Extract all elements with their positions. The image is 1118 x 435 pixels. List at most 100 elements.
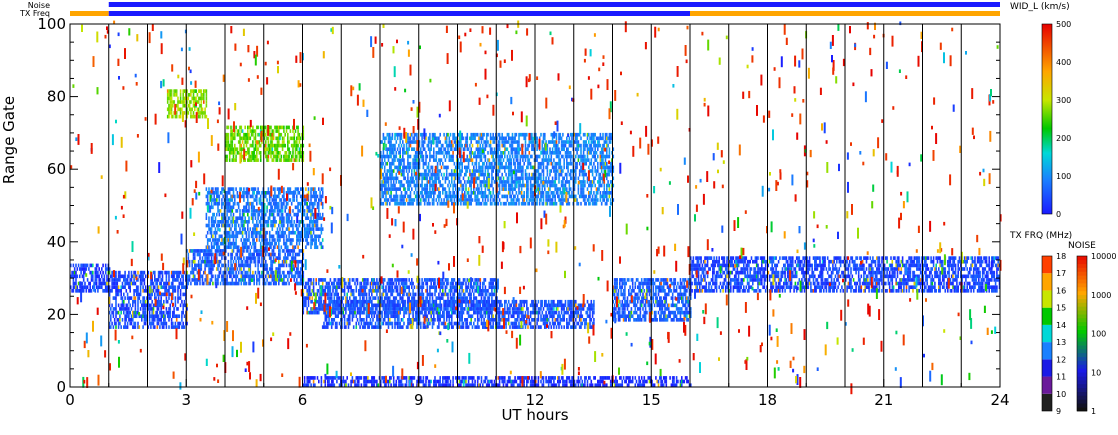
echo-cell bbox=[416, 310, 418, 315]
echo-cell bbox=[274, 194, 276, 199]
echo-cell bbox=[453, 278, 456, 282]
echo-cell bbox=[231, 223, 234, 228]
echo-cell bbox=[448, 151, 451, 155]
echo-cell bbox=[390, 292, 392, 297]
echo-cell bbox=[278, 194, 280, 199]
echo-cell bbox=[438, 296, 440, 300]
echo-cell bbox=[551, 321, 554, 326]
echo-cell bbox=[416, 151, 418, 155]
echo-cell bbox=[245, 249, 248, 253]
echo-cell bbox=[318, 209, 320, 213]
echo-cell bbox=[247, 201, 249, 206]
echo-cell bbox=[197, 267, 200, 271]
echo-cell bbox=[163, 285, 165, 290]
echo-cell bbox=[460, 281, 462, 286]
echo-cell bbox=[421, 303, 423, 308]
echo-cell bbox=[352, 299, 355, 304]
echo-cell bbox=[323, 321, 325, 326]
echo-cell bbox=[256, 220, 258, 224]
echo-cell bbox=[425, 176, 427, 181]
echo-cell bbox=[408, 169, 410, 173]
echo-cell bbox=[439, 201, 441, 206]
echo-cell bbox=[225, 205, 227, 210]
echo-cell bbox=[447, 132, 449, 137]
echo-cell bbox=[423, 183, 426, 188]
echo-cell bbox=[430, 172, 432, 177]
echo-cell bbox=[433, 281, 435, 286]
echo-cell bbox=[590, 299, 593, 304]
echo-cell bbox=[285, 259, 288, 264]
echo-cell bbox=[239, 227, 241, 231]
echo-cell bbox=[487, 310, 489, 315]
echo-cell bbox=[400, 161, 403, 166]
echo-cell bbox=[408, 180, 410, 184]
echo-cell bbox=[292, 230, 294, 235]
echo-cell bbox=[256, 223, 258, 228]
echo-cell bbox=[443, 325, 445, 329]
echo-cell bbox=[113, 278, 116, 282]
echo-cell bbox=[381, 299, 383, 304]
echo-cell bbox=[409, 299, 412, 304]
echo-cell bbox=[213, 230, 215, 235]
echo-cell bbox=[294, 274, 297, 279]
echo-cell bbox=[266, 278, 268, 282]
echo-cell bbox=[435, 310, 438, 315]
echo-cell bbox=[429, 296, 431, 300]
echo-cell bbox=[451, 285, 453, 290]
echo-cell bbox=[151, 292, 153, 297]
echo-cell bbox=[155, 281, 157, 286]
echo-cell bbox=[385, 307, 387, 311]
echo-cell bbox=[478, 325, 480, 329]
echo-cell bbox=[407, 321, 409, 326]
echo-cell bbox=[487, 289, 489, 293]
echo-cell bbox=[526, 307, 528, 311]
echo-cell bbox=[208, 227, 210, 231]
echo-cell bbox=[386, 176, 389, 181]
echo-cell bbox=[476, 318, 479, 322]
echo-cell bbox=[232, 241, 235, 246]
echo-cell bbox=[217, 259, 219, 264]
echo-cell bbox=[360, 281, 363, 286]
echo-cell bbox=[467, 314, 470, 319]
echo-cell bbox=[373, 278, 376, 282]
echo-cell bbox=[447, 143, 449, 148]
echo-cell bbox=[551, 314, 554, 319]
echo-cell bbox=[191, 270, 193, 275]
echo-cell bbox=[316, 307, 319, 311]
echo-cell bbox=[436, 161, 439, 166]
echo-cell bbox=[402, 318, 404, 322]
echo-cell bbox=[385, 201, 387, 206]
echo-cell bbox=[243, 212, 245, 217]
echo-cell bbox=[89, 270, 91, 275]
echo-cell bbox=[177, 325, 179, 329]
echo-cell bbox=[274, 191, 276, 195]
echo-cell bbox=[328, 281, 330, 286]
echo-cell bbox=[448, 318, 451, 322]
echo-cell bbox=[104, 281, 107, 286]
echo-cell bbox=[270, 270, 272, 275]
echo-cell bbox=[373, 289, 376, 293]
echo-cell bbox=[279, 267, 281, 271]
echo-cell bbox=[237, 259, 240, 264]
echo-cell bbox=[365, 299, 368, 304]
echo-cell bbox=[133, 274, 135, 279]
echo-cell bbox=[248, 191, 250, 195]
echo-cell bbox=[389, 165, 391, 170]
echo-cell bbox=[373, 325, 376, 329]
echo-cell bbox=[402, 299, 404, 304]
echo-cell bbox=[302, 205, 305, 210]
echo-cell bbox=[119, 307, 121, 311]
echo-cell bbox=[299, 281, 302, 286]
echo-cell bbox=[232, 267, 235, 271]
echo-cell bbox=[265, 234, 267, 239]
echo-cell bbox=[219, 234, 222, 239]
echo-cell bbox=[298, 191, 301, 195]
echo-cell bbox=[330, 318, 333, 322]
echo-cell bbox=[470, 296, 472, 300]
echo-cell bbox=[134, 325, 137, 329]
echo-cell bbox=[411, 140, 413, 144]
echo-cell bbox=[430, 307, 432, 311]
echo-cell bbox=[221, 201, 223, 206]
echo-cell bbox=[382, 299, 385, 304]
echo-cell bbox=[143, 270, 146, 275]
